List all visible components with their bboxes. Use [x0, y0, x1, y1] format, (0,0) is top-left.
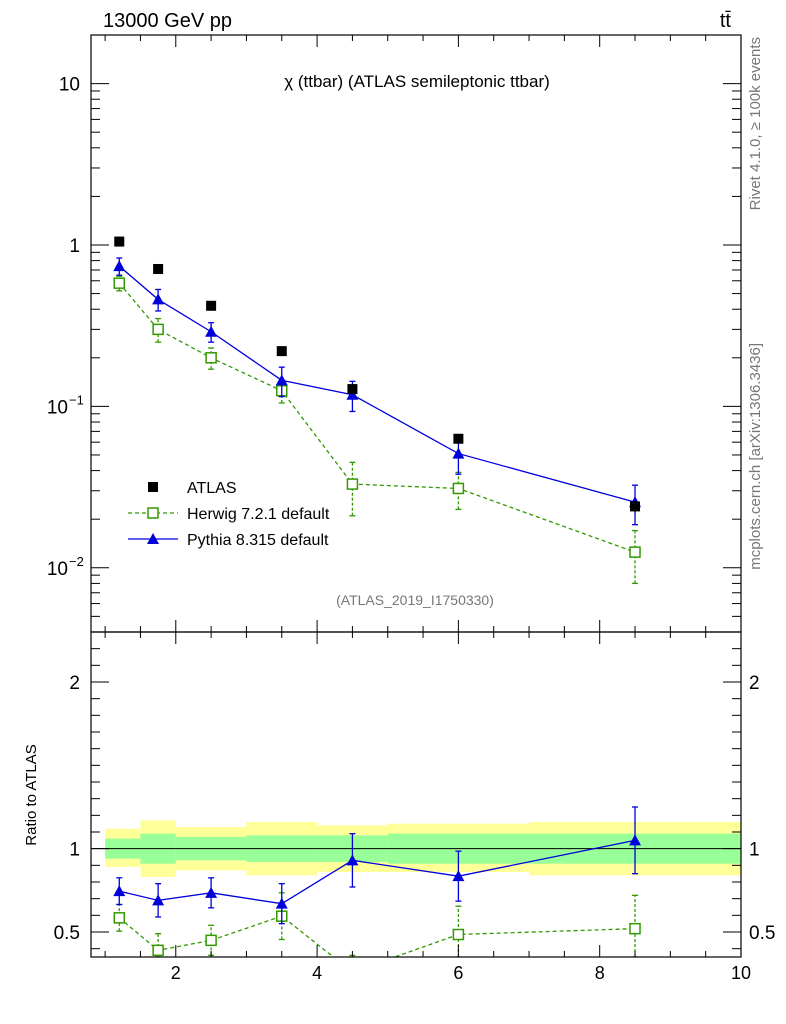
main-atlas-point-1: [153, 263, 164, 274]
main-y-tick-label-1: 10: [47, 397, 68, 418]
main-atlas-point-2: [206, 300, 217, 311]
ratio-y-tick-label-left-2: 2: [69, 673, 80, 694]
main-pythia-point-3: [275, 374, 288, 386]
ratio-herwig-point-2: [205, 934, 217, 947]
main-y-tick-label-2: 1: [69, 236, 80, 257]
ratio-y-tick-label-left-0: 0.5: [54, 923, 80, 944]
legend-marker-pythia: [147, 533, 159, 544]
main-pythia-point-0: [113, 260, 126, 272]
ratio-pythia-point-4: [346, 854, 359, 866]
main-y-tick-label-0: 10: [47, 559, 68, 580]
main-herwig-point-5: [452, 482, 465, 495]
legend-label-herwig: Herwig 7.2.1 default: [187, 506, 330, 523]
main-atlas-point-6: [630, 501, 641, 512]
main-pythia-point-2: [205, 325, 218, 337]
x-tick-label-4: 10: [731, 963, 751, 983]
ratio-herwig-line: [118, 915, 636, 957]
legend: ATLAS Herwig 7.2.1 default Pythia 8.315 …: [128, 480, 330, 549]
legend-label-pythia: Pythia 8.315 default: [187, 532, 329, 549]
mcplots-label: mcplots.cern.ch [arXiv:1306.3436]: [747, 343, 764, 570]
main-y-tick-exponent-0: −2: [69, 554, 84, 569]
main-atlas-point-4: [347, 384, 358, 395]
energy-label: 13000 GeV pp: [103, 10, 232, 32]
analysis-watermark: (ATLAS_2019_I1750330): [336, 592, 494, 608]
ratio-pythia-point-0: [113, 885, 126, 897]
ratio-pythia-point-2: [205, 886, 218, 898]
rivet-version-label: Rivet 4.1.0, ≥ 100k events: [747, 37, 764, 210]
process-label: tt̄: [720, 10, 732, 32]
ratio-pythia-point-1: [152, 894, 165, 906]
main-pythia-point-4: [346, 388, 359, 400]
main-pythia-point-5: [452, 447, 465, 459]
ratio-herwig-point-0: [113, 912, 126, 924]
ratio-herwig-point-5: [452, 928, 465, 941]
ratio-ylabel: Ratio to ATLAS: [23, 744, 40, 845]
ratio-pythia-point-3: [275, 897, 288, 909]
legend-marker-atlas: [148, 482, 158, 492]
ratio-herwig-point-6: [629, 922, 641, 935]
main-pythia-point-1: [152, 293, 165, 305]
ratio-panel: 2 4 6 8 10 0.5 0.5 1 1 2 2 Ratio to ATLAS: [23, 631, 775, 983]
ratio-pythia-point-6: [629, 834, 642, 846]
main-herwig-point-6: [629, 546, 641, 558]
main-herwig-point-1: [152, 323, 164, 336]
legend-marker-herwig: [147, 507, 159, 519]
x-tick-label-3: 8: [595, 963, 605, 983]
main-herwig-point-0: [113, 277, 126, 289]
main-y-tick-exponent-1: −1: [69, 392, 84, 407]
ratio-herwig-point-1: [152, 944, 164, 957]
ratio-y-tick-label-left-1: 1: [69, 840, 80, 861]
main-atlas-point-3: [276, 346, 287, 357]
ratio-y-tick-label-right-1: 1: [749, 840, 760, 861]
x-tick-label-0: 2: [171, 963, 181, 983]
main-y-tick-label-3: 10: [59, 75, 80, 96]
x-tick-label-2: 6: [453, 963, 463, 983]
main-herwig-point-2: [205, 352, 217, 364]
legend-label-atlas: ATLAS: [187, 480, 237, 497]
plot-title: χ (ttbar) (ATLAS semileptonic ttbar): [284, 72, 550, 91]
ratio-y-tick-label-right-0: 0.5: [749, 923, 775, 944]
ratio-y-tick-label-right-2: 2: [749, 673, 760, 694]
main-atlas-point-0: [114, 236, 125, 247]
x-tick-label-1: 4: [312, 963, 322, 983]
main-pythia-line: [118, 265, 636, 503]
ratio-pythia-point-5: [452, 870, 465, 882]
ratio-frame: [90, 631, 742, 958]
main-atlas-point-5: [453, 433, 464, 444]
main-herwig-point-4: [346, 478, 359, 490]
